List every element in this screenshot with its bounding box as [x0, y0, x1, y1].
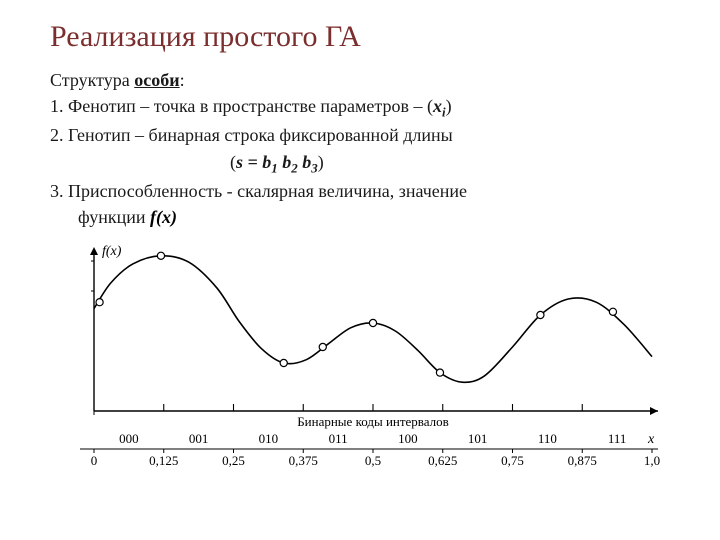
svg-text:0,875: 0,875: [568, 453, 597, 467]
svg-text:101: 101: [468, 431, 488, 446]
svg-text:0,625: 0,625: [428, 453, 457, 467]
slide-title: Реализация простого ГА: [50, 20, 680, 54]
svg-text:x: x: [647, 432, 655, 447]
body-text: Структура особи: 1. Фенотип – точка в пр…: [50, 68, 680, 229]
svg-text:111: 111: [608, 431, 627, 446]
struct-line: Структура особи:: [50, 68, 680, 92]
svg-text:010: 010: [259, 431, 279, 446]
item-3-b: функции f(x): [50, 205, 680, 229]
item-2: 2. Генотип – бинарная строка фиксированн…: [50, 123, 680, 147]
svg-text:011: 011: [329, 431, 348, 446]
item-3: 3. Приспособленность - скалярная величин…: [50, 179, 680, 203]
svg-text:1,0: 1,0: [644, 453, 660, 467]
svg-text:0,5: 0,5: [365, 453, 381, 467]
svg-text:001: 001: [189, 431, 209, 446]
svg-text:0,125: 0,125: [149, 453, 178, 467]
svg-text:0,375: 0,375: [289, 453, 318, 467]
chart-svg: Бинарные коды интервалов0000010100111001…: [50, 237, 670, 467]
svg-text:110: 110: [538, 431, 557, 446]
svg-text:100: 100: [398, 431, 418, 446]
svg-text:Бинарные коды интервалов: Бинарные коды интервалов: [297, 414, 449, 429]
item-2-formula: (s = b1 b2 b3): [50, 150, 680, 177]
svg-text:0,75: 0,75: [501, 453, 524, 467]
svg-text:0: 0: [91, 453, 98, 467]
svg-text:f(x): f(x): [102, 244, 122, 259]
item-1: 1. Фенотип – точка в пространстве параме…: [50, 94, 680, 121]
svg-text:000: 000: [119, 431, 139, 446]
chart: Бинарные коды интервалов0000010100111001…: [50, 237, 680, 467]
svg-text:0,25: 0,25: [222, 453, 245, 467]
